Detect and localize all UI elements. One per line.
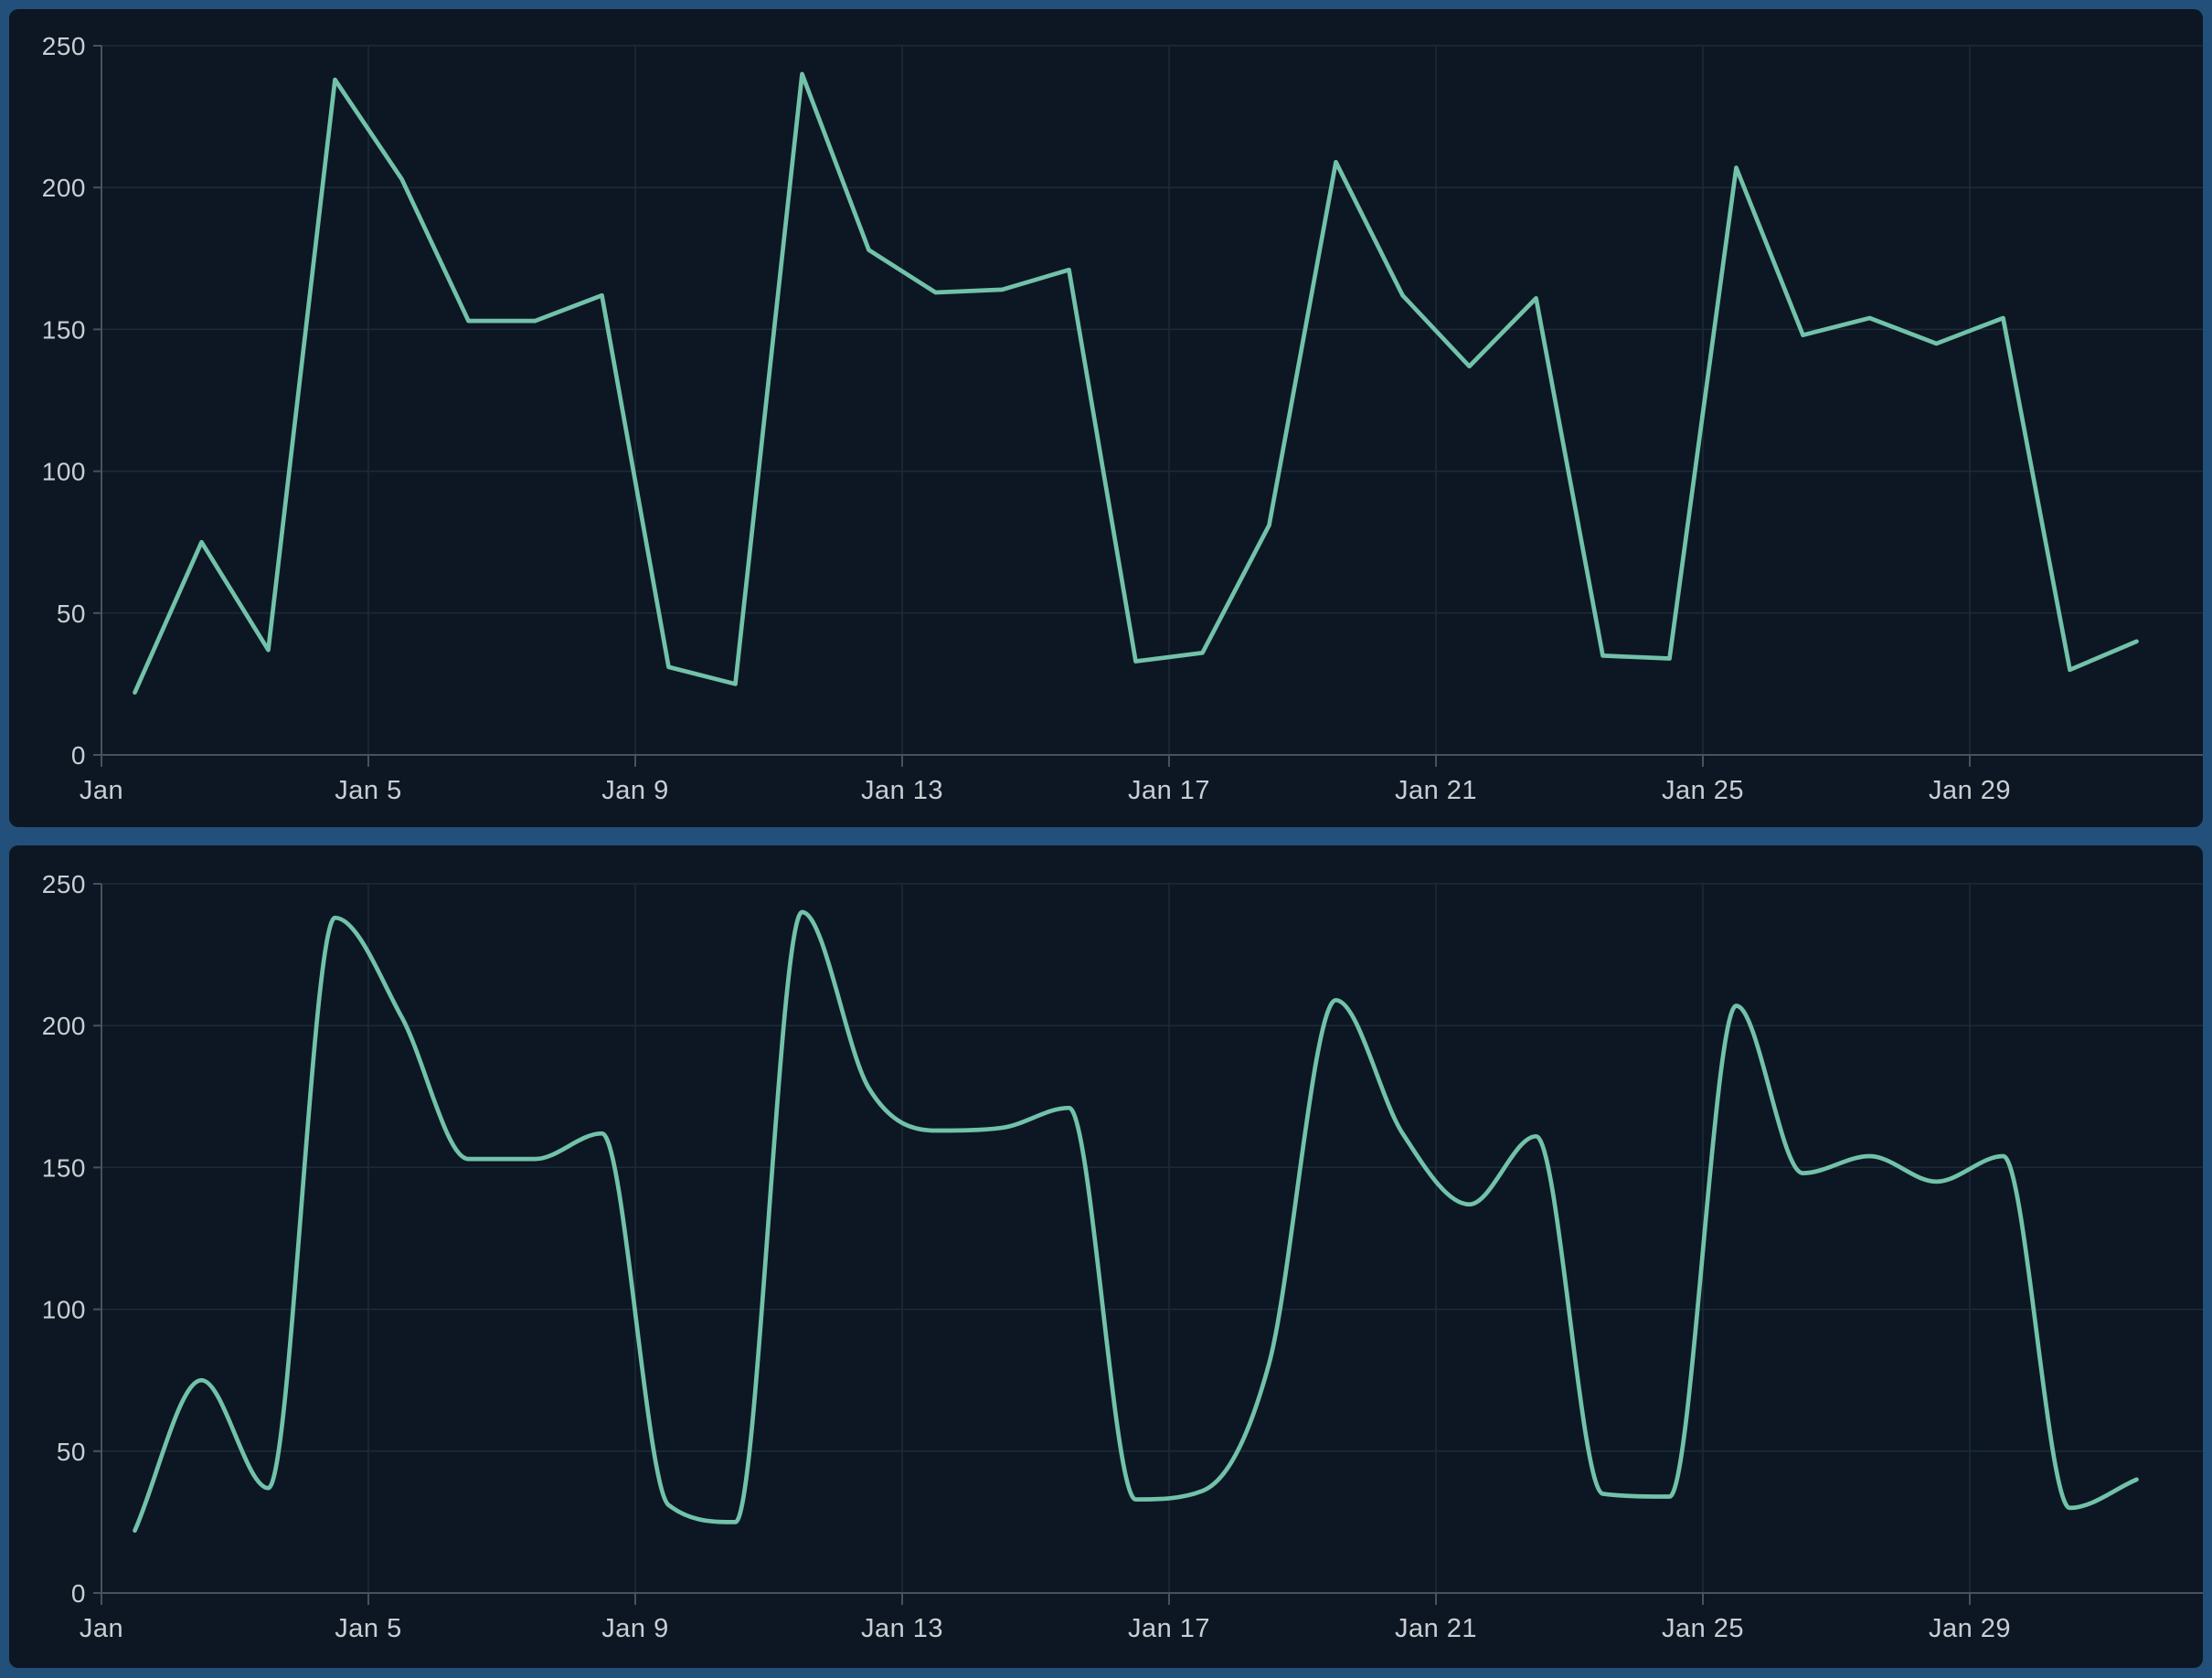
y-axis-label-200: 200 <box>42 1012 86 1040</box>
x-axis-label-7: Jan 29 <box>1929 1614 2011 1643</box>
y-axis-label-250: 250 <box>42 32 86 60</box>
x-axis-label-4: Jan 17 <box>1128 1614 1210 1643</box>
chart-panel-linear: 0 50 100 150 200 250 Jan Jan 5 Jan 9 Jan 13 Jan 17… <box>9 9 2203 827</box>
y-axis-label-100: 100 <box>42 458 86 486</box>
y-axis-label-200: 200 <box>42 174 86 202</box>
y-axis-label-150: 150 <box>42 1153 86 1182</box>
x-axis-label-3: Jan 13 <box>861 776 943 805</box>
y-axis-label-0: 0 <box>71 741 86 770</box>
daily-series-linear-chart-svg: 0 50 100 150 200 250 Jan Jan 5 Jan 9 Jan 13 Jan 17… <box>42 32 2203 805</box>
x-axis-label-0: Jan <box>80 1614 123 1643</box>
x-axis-label-4: Jan 17 <box>1128 776 1210 805</box>
chart-panel-smooth: 0 50 100 150 200 250 Jan Jan 5 Jan 9 Jan 13 Jan 17… <box>9 845 2203 1668</box>
x-axis-label-1: Jan 5 <box>335 1614 401 1643</box>
y-axis-label-0: 0 <box>71 1579 86 1608</box>
y-axis-label-150: 150 <box>42 315 86 344</box>
y-axis-label-100: 100 <box>42 1296 86 1324</box>
y-axis-label-50: 50 <box>57 1438 86 1466</box>
y-axis-label-50: 50 <box>57 600 86 628</box>
daily-series-smoothed-chart-svg: 0 50 100 150 200 250 Jan Jan 5 Jan 9 Jan 13 Jan 17… <box>42 870 2203 1643</box>
y-axis-label-250: 250 <box>42 870 86 898</box>
x-axis-label-7: Jan 29 <box>1929 776 2011 805</box>
x-axis-label-5: Jan 21 <box>1395 776 1477 805</box>
x-axis-label-3: Jan 13 <box>861 1614 943 1643</box>
x-axis-label-2: Jan 9 <box>601 1614 668 1643</box>
x-axis-label-0: Jan <box>80 776 123 805</box>
x-axis-label-6: Jan 25 <box>1662 1614 1744 1643</box>
x-axis-label-5: Jan 21 <box>1395 1614 1477 1643</box>
x-axis-label-2: Jan 9 <box>601 776 668 805</box>
series-line-smooth[interactable] <box>133 909 2139 1534</box>
x-axis-label-1: Jan 5 <box>335 776 401 805</box>
x-axis-label-6: Jan 25 <box>1662 776 1744 805</box>
series-line-linear[interactable] <box>133 71 2139 696</box>
